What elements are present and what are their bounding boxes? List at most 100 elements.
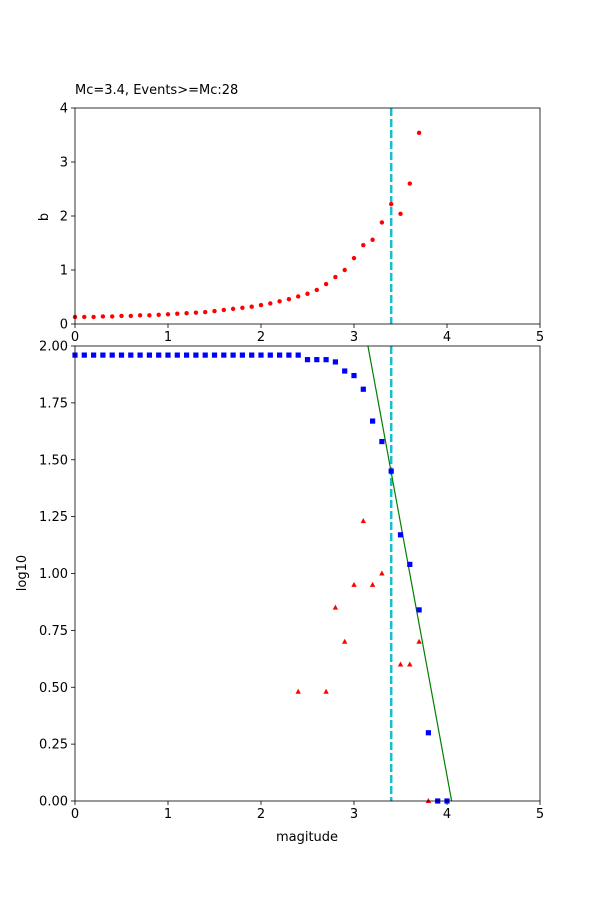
b-value-point [296, 294, 301, 299]
x-tick-label: 2 [257, 330, 265, 345]
cumulative-count-point [193, 352, 199, 358]
y-axis-label-b: b [37, 213, 52, 221]
x-tick-label: 5 [536, 330, 544, 345]
y-tick-label: 0.75 [39, 624, 68, 639]
b-value-point [407, 181, 412, 186]
b-value-point [193, 310, 199, 315]
y-tick-label: 2 [60, 210, 68, 225]
axes-frame [74, 345, 541, 802]
x-tick-label: 3 [350, 807, 358, 822]
cumulative-count-point [165, 352, 171, 358]
x-tick-label: 4 [443, 330, 451, 345]
y-tick-label: 1.50 [39, 453, 68, 468]
b-value-point [305, 291, 310, 296]
x-tick-label: 1 [164, 330, 172, 345]
cumulative-count-point [379, 438, 385, 445]
noncumulative-count-point [351, 581, 357, 587]
cumulative-count-point [388, 468, 394, 474]
b-value-point [258, 302, 264, 308]
b-value-point [100, 314, 106, 319]
noncumulative-count-point [332, 604, 339, 610]
noncumulative-count-point [369, 581, 376, 587]
cumulative-count-point [416, 607, 422, 613]
cumulative-count-point [81, 352, 87, 358]
cumulative-count-point [137, 352, 143, 358]
y-tick-label: 1 [60, 264, 68, 279]
cumulative-count-point [258, 352, 264, 358]
noncumulative-count-point [360, 518, 366, 524]
chart-title: Mc=3.4, Events>=Mc:28 [75, 83, 238, 98]
b-value-point [184, 311, 189, 316]
y-tick-label: 0 [60, 318, 68, 333]
cumulative-count-point [342, 368, 348, 374]
cumulative-count-point [407, 561, 413, 567]
cumulative-count-point [323, 357, 329, 363]
x-tick-label: 3 [350, 330, 358, 345]
b-value-point [370, 237, 375, 242]
y-tick-label: 2.00 [39, 340, 68, 355]
cumulative-count-point [128, 352, 134, 358]
y-tick-label: 0.50 [39, 681, 68, 696]
cumulative-count-point [91, 352, 97, 358]
b-value-point [82, 314, 87, 320]
y-tick-label: 1.25 [39, 510, 68, 525]
y-tick-label: 0.25 [39, 738, 68, 753]
b-value-point [147, 313, 152, 318]
y-tick-label: 0.00 [39, 795, 68, 810]
cumulative-count-point [286, 352, 292, 358]
b-value-point [203, 309, 208, 315]
b-value-point [91, 314, 96, 320]
cumulative-count-point [360, 386, 366, 392]
b-value-point [333, 274, 338, 280]
noncumulative-count-point [295, 688, 301, 694]
cumulative-count-point [109, 352, 115, 358]
b-value-point [268, 301, 273, 306]
b-value-point [165, 312, 171, 317]
y-tick-label: 1.75 [39, 396, 68, 411]
cumulative-count-point [249, 352, 255, 358]
cumulative-count-point [370, 418, 376, 424]
b-value-point [342, 267, 347, 273]
x-tick-label: 1 [164, 807, 172, 822]
axes-frame [74, 107, 541, 325]
x-tick-label: 2 [257, 807, 265, 822]
cumulative-count-point [295, 352, 301, 358]
cumulative-count-point [351, 372, 357, 379]
b-value-point [351, 255, 357, 261]
y-tick-label: 3 [60, 156, 68, 171]
cumulative-count-point [156, 352, 162, 358]
cumulative-count-point [221, 352, 227, 358]
cumulative-count-point [397, 532, 404, 538]
noncumulative-count-point [323, 688, 329, 694]
b-value-point [249, 304, 254, 309]
b-value-point [156, 312, 161, 318]
b-value-point [361, 242, 366, 248]
noncumulative-count-point [407, 661, 413, 667]
b-value-panel: Mc=3.4, Events>=Mc:28 b 0 1 2 3 4 5 0 1 2 3 4 [37, 83, 544, 345]
y-tick-label: 1.00 [39, 567, 68, 582]
b-value-point [277, 299, 282, 304]
cumulative-count-point [230, 352, 236, 358]
y-tick-label: 4 [60, 102, 68, 117]
cumulative-count-point [267, 352, 273, 358]
cumulative-count-point [118, 352, 125, 358]
noncumulative-count-point [397, 661, 404, 667]
cumulative-count-point [146, 352, 152, 358]
b-value-point [175, 311, 180, 316]
log10-panel: magitude log10 0 1 2 3 4 5 0.00 0.25 0.50 0.75 1.0… [15, 340, 544, 846]
fit-line [367, 345, 453, 802]
cumulative-count-point [100, 352, 106, 358]
b-value-point [137, 313, 143, 318]
cumulative-count-point [425, 730, 431, 736]
b-value-point [323, 281, 329, 287]
b-value-point [389, 201, 394, 207]
b-value-point [110, 314, 115, 319]
x-tick-label: 0 [71, 807, 79, 822]
b-value-point [128, 313, 133, 319]
cumulative-count-point [184, 352, 190, 358]
x-tick-label: 4 [443, 807, 451, 822]
b-value-point [230, 306, 236, 312]
x-tick-label: 0 [71, 330, 79, 345]
